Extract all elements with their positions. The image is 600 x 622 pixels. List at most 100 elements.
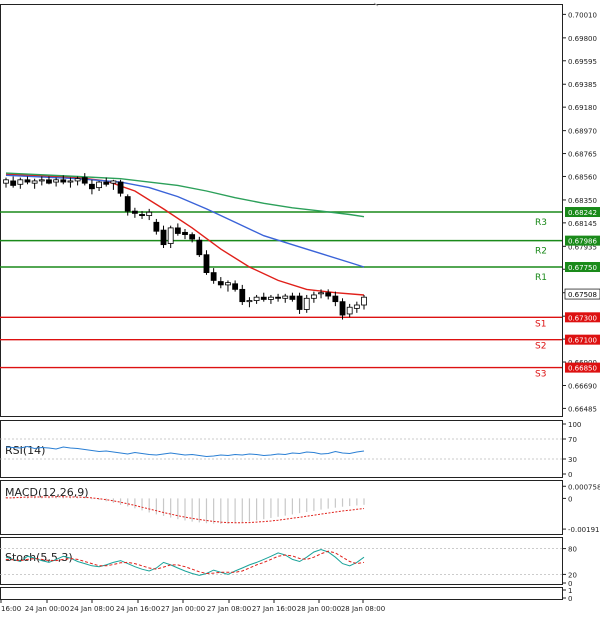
candle-body (225, 282, 231, 286)
price-tick-label: 0.66690 (568, 382, 597, 390)
candle-body (310, 294, 317, 299)
stoch-tick-label: 0 (568, 580, 572, 588)
time-tick-label: 28 Jan 00:00 (297, 605, 341, 613)
candle-body (318, 292, 324, 295)
time-tick-label: 27 Jan 00:00 (161, 605, 205, 613)
rsi-title: RSI(14) (5, 444, 45, 457)
level-badge-s3 (565, 362, 600, 373)
candle-body (139, 214, 145, 216)
level-value-s1: 0.67300 (568, 314, 597, 322)
candle-body (153, 221, 160, 232)
rsi-tick-label: 30 (568, 456, 577, 464)
macd-axis: 0.000758 0 -0.001918 (562, 483, 600, 534)
level-value-s3: 0.66850 (568, 365, 597, 373)
level-value-r3: 0.68242 (568, 209, 597, 217)
candle-body (189, 234, 196, 240)
candle-body (10, 180, 17, 186)
candle-body (275, 296, 281, 299)
stoch-tick-label: 80 (568, 546, 577, 554)
candle-body (131, 210, 138, 214)
macd-pane-frame (0, 480, 563, 535)
stoch-pane-frame (0, 537, 563, 585)
level-badge-s1 (565, 312, 600, 323)
candle-body (46, 179, 52, 184)
candle-body (89, 183, 95, 190)
level-value-s2: 0.67100 (568, 337, 597, 345)
price-pane: 0.70010 0.69800 0.69595 0.69385 0.69180 0.689… (0, 2, 600, 417)
moving-average-3 (5, 172, 365, 218)
time-axis: 16:00 24 Jan 00:00 24 Jan 08:00 24 Jan 16:0… (0, 599, 385, 613)
current-price-marker: 0.67508 (564, 288, 600, 300)
price-tick-label: 0.68145 (568, 220, 597, 228)
candle-body (210, 272, 217, 281)
candle-body (60, 179, 67, 183)
price-tick-label: 0.70010 (568, 11, 597, 19)
level-name-s3: S3 (535, 370, 546, 380)
macd-tick-label: 0.000758 (568, 483, 600, 491)
rsi-tick-label: 70 (568, 436, 577, 444)
candle-body (196, 239, 203, 256)
current-price-badge (564, 288, 600, 300)
price-tick-label: 0.68970 (568, 128, 597, 136)
candle-body (124, 196, 131, 212)
candle-body (282, 295, 289, 299)
candle-body (303, 297, 310, 310)
level-badge-r2 (565, 235, 600, 246)
price-tick-label: 0.66485 (568, 405, 597, 413)
level-badge-r3 (565, 207, 600, 218)
bottom-tick-label: 0 (568, 595, 572, 603)
stoch-title: Stoch(5,5,3) (5, 551, 73, 564)
level-value-r1: 0.67750 (568, 264, 597, 272)
price-tick-label: 0.69180 (568, 104, 597, 112)
level-badge-r1 (565, 262, 600, 273)
candle-body (81, 177, 88, 184)
candle-body (117, 181, 124, 194)
candle-body (239, 288, 246, 303)
time-tick-label: 24 Jan 00:00 (25, 605, 69, 613)
time-tick-label: 24 Jan 16:00 (116, 605, 160, 613)
bottom-tick-label: 1 (568, 587, 572, 595)
rsi-line (5, 445, 365, 458)
macd-pane: MACD(12,26,9) 0.000758 0 -0.001918 (0, 480, 600, 535)
price-tick-label: 0.68350 (568, 197, 597, 205)
stoch-tick-label: 20 (568, 571, 577, 579)
level-name-r1: R1 (535, 273, 547, 283)
bottom-axis: 10 (562, 587, 572, 603)
level-value-r2: 0.67986 (568, 238, 597, 246)
candle-body (160, 229, 167, 246)
candle-body (361, 296, 367, 306)
candle-body (24, 179, 31, 183)
stoch-plot (0, 548, 562, 576)
candle-body (268, 296, 274, 300)
time-tick-label: 27 Jan 16:00 (252, 605, 296, 613)
macd-tick-label: 0 (568, 495, 572, 503)
level-name-s1: S1 (535, 319, 546, 329)
macd-tick-label: -0.001918 (568, 526, 600, 534)
macd-title: MACD(12,26,9) (5, 486, 89, 499)
top-scroll-marker (373, 2, 379, 7)
candle-body (246, 300, 253, 303)
candle-body (103, 181, 110, 185)
macd-plot (5, 496, 365, 524)
price-tick-label: 0.67935 (568, 243, 597, 251)
stoch-d-line (5, 550, 365, 575)
candle-body (289, 295, 296, 300)
time-tick-label: 16:00 (1, 605, 21, 613)
candle-body (325, 292, 332, 297)
candle-body (182, 231, 188, 235)
candle-body (167, 227, 174, 244)
candle-body (296, 295, 303, 310)
candle-body (332, 295, 339, 303)
time-tick-label: 27 Jan 08:00 (207, 605, 251, 613)
price-tick-label: 0.69385 (568, 81, 597, 89)
bottom-pane: 10 (0, 587, 572, 603)
stoch-axis: 80 200 (562, 546, 577, 588)
level-name-s2: S2 (535, 342, 546, 352)
macd-signal-line (5, 496, 365, 524)
candle-body (253, 296, 260, 301)
pivot-levels: R3 0.68242 R2 0.67986 R1 0.67750 S1 0.67300 S2 0.… (0, 207, 600, 380)
candle-body (346, 306, 353, 315)
candle-body (17, 179, 24, 185)
candle-body (38, 179, 45, 182)
